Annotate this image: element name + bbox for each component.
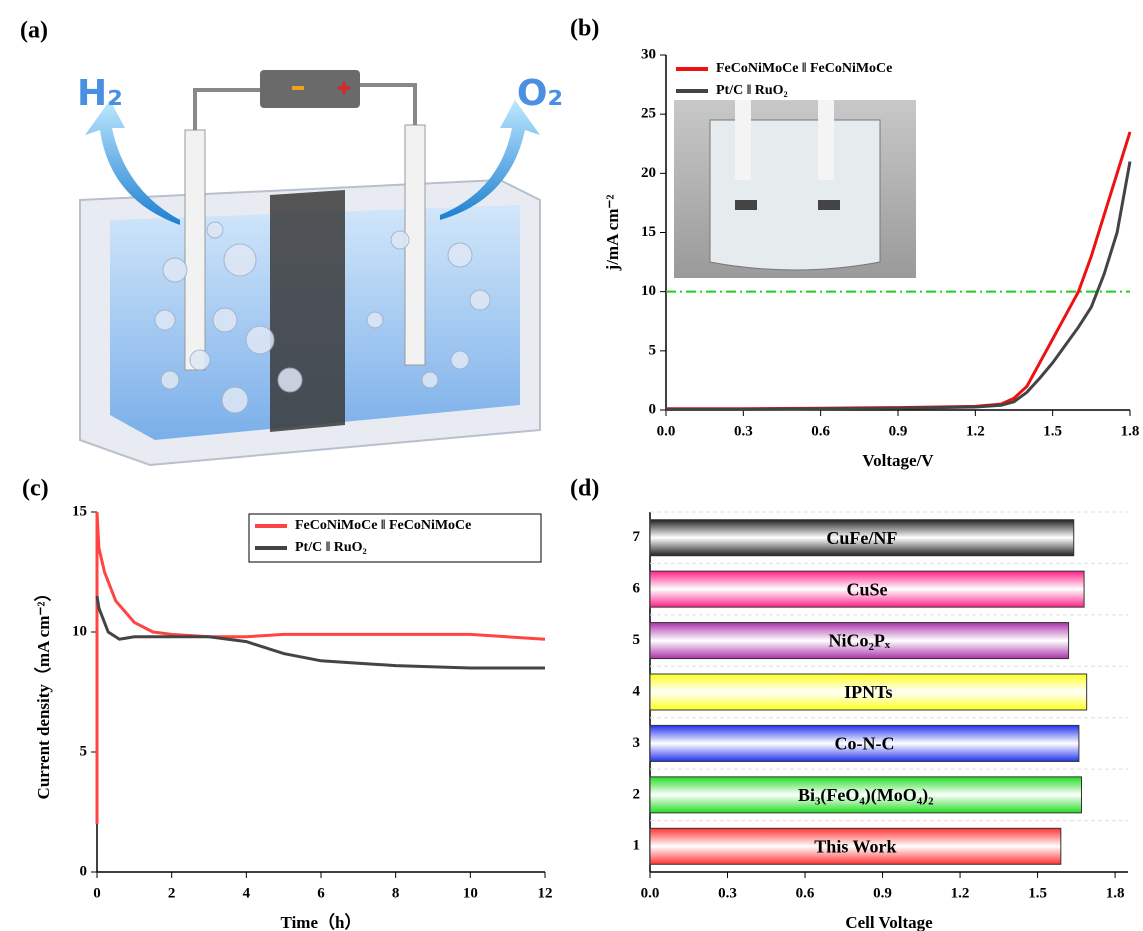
legend-label: FeCoNiMoCe ‖ FeCoNiMoCe [716,61,892,76]
x-tick-label: 1.2 [951,885,970,901]
x-tick-label: 2 [168,885,176,901]
y-tick-label: 7 [633,529,641,545]
x-axis-label: Cell Voltage [845,913,933,931]
x-tick-label: 6 [317,885,325,901]
y-tick-label: 10 [72,623,87,639]
panel-label: (d) [570,476,599,502]
x-axis-label: Time（h） [281,912,362,931]
bar-label: IPNTs [844,682,892,702]
y-tick-label: 5 [633,632,641,648]
y-tick-label: 4 [633,683,641,699]
y-tick-label: 20 [641,165,656,181]
legend-label: Pt/C ‖ RuO₂ [295,540,367,555]
bar-label: Bi₃(FeO₄)(MoO₄)₂ [798,785,934,806]
gas-label: O₂ [517,73,563,114]
bar-label: CuSe [847,579,888,599]
y-tick-label: 30 [641,46,656,62]
x-tick-label: 1.2 [966,423,985,439]
panel-label: (b) [570,16,599,42]
legend-label: FeCoNiMoCe ‖ FeCoNiMoCe [295,518,471,533]
y-tick-label: 25 [641,106,656,122]
x-tick-label: 0.6 [811,423,830,439]
panel-label: (c) [22,476,49,502]
x-tick-label: 12 [538,885,553,901]
x-axis-label: Voltage/V [862,451,934,470]
y-tick-label: 15 [641,224,656,240]
figure: (a) H₂ O₂ (b) 0.0 0.3 0.6 0.9 1.2 1.5 1.8 Voltag… [0,0,1143,931]
legend-label: Pt/C ‖ RuO₂ [716,83,788,98]
x-tick-label: 1.5 [1028,885,1047,901]
y-axis-label: j/mA cm⁻² [603,195,622,272]
bar-label: CuFe/NF [826,528,897,548]
y-tick-label: 3 [633,735,641,751]
illustration: (a) H₂ O₂ [20,18,563,466]
x-tick-label: 0.6 [796,885,815,901]
y-tick-label: 6 [633,581,641,597]
x-tick-label: 0.3 [718,885,737,901]
x-tick-label: 8 [392,885,400,901]
y-tick-label: 5 [80,743,88,759]
bar-label: Co-N-C [834,734,894,754]
panel-label: (a) [20,18,48,44]
y-tick-label: 1 [633,838,641,854]
y-tick-label: 5 [649,342,657,358]
x-tick-label: 1.8 [1106,885,1125,901]
x-tick-label: 0.9 [889,423,908,439]
y-tick-label: 0 [649,401,657,417]
electrode [185,130,205,370]
x-tick-label: 4 [243,885,251,901]
membrane [270,190,345,432]
x-tick-label: 0.0 [641,885,660,901]
bar-label: This Work [814,836,896,856]
x-tick-label: 0.3 [734,423,753,439]
y-tick-label: 0 [80,863,88,879]
x-tick-label: 1.5 [1043,423,1062,439]
x-tick-label: 0.0 [657,423,676,439]
y-tick-label: 10 [641,283,656,299]
x-tick-label: 1.8 [1121,423,1140,439]
y-axis-label: Current density（mA cm⁻²） [33,585,53,800]
y-tick-label: 2 [633,786,641,802]
battery-minus [292,86,304,90]
y-tick-label: 15 [72,503,87,519]
x-tick-label: 0.9 [873,885,892,901]
x-tick-label: 0 [93,885,101,901]
inset-photo [674,100,916,278]
bar-label: NiCo₂Pₓ [829,631,891,651]
x-tick-label: 10 [463,885,478,901]
gas-label: H₂ [77,73,123,114]
